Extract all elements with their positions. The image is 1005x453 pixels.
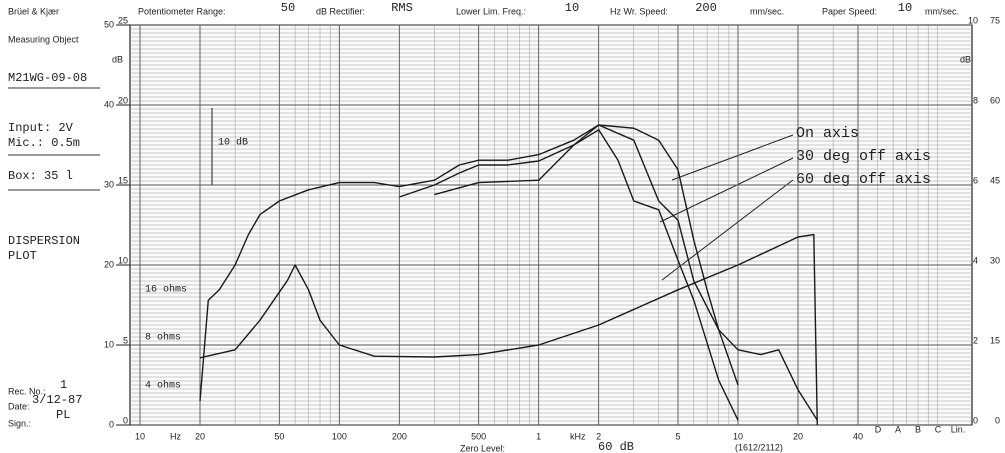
y2-tick-label: 25 xyxy=(118,15,128,25)
label: Date: xyxy=(8,401,30,411)
x-unit: Hz xyxy=(170,431,181,441)
right-tick-label: 15 xyxy=(990,335,1000,345)
series-line xyxy=(434,129,739,421)
weighting-label: D xyxy=(875,424,882,434)
y-tick-label: 0 xyxy=(109,419,114,429)
value: 60 dB xyxy=(598,440,634,453)
y-tick-label: 30 xyxy=(104,179,114,189)
value: 10 xyxy=(898,1,912,15)
annotation: 16 ohms xyxy=(145,284,187,296)
annotation: 8 ohms xyxy=(145,332,181,344)
weighting-label: C xyxy=(935,424,942,434)
legend-label: 30 deg off axis xyxy=(796,148,931,165)
y-unit: dB xyxy=(960,54,971,64)
value: PLOT xyxy=(8,249,37,263)
right-tick-label: 75 xyxy=(990,15,1000,25)
x-tick-label: 10 xyxy=(733,431,743,441)
x-tick-label: 1 xyxy=(536,431,541,441)
right-tick-label: 30 xyxy=(990,255,1000,265)
value: DISPERSION xyxy=(8,234,80,248)
right-tick-label: 10 xyxy=(968,15,978,25)
weighting-label: Lin. xyxy=(951,424,966,434)
brand: Brüel & Kjær xyxy=(8,6,59,16)
legend-arrow xyxy=(671,134,794,181)
value: Mic.: 0.5m xyxy=(8,136,80,150)
legend-arrow xyxy=(661,179,794,281)
x-tick-label: 200 xyxy=(392,431,407,441)
right-tick-label: 0 xyxy=(973,415,978,425)
legend-arrow xyxy=(659,157,794,223)
x-tick-label: 5 xyxy=(675,431,680,441)
header: Brüel & Kjær Potentiometer Range: 50 dB … xyxy=(8,1,959,16)
x-tick-label: 500 xyxy=(471,431,486,441)
label: Sign.: xyxy=(8,418,31,428)
x-tick-label: 10 xyxy=(135,431,145,441)
right-tick-label: 2 xyxy=(973,335,978,345)
weighting-label: A xyxy=(895,424,901,434)
right-tick-label: 60 xyxy=(990,95,1000,105)
y2-tick-label: 5 xyxy=(123,335,128,345)
label: Zero Level: xyxy=(460,443,505,453)
label: mm/sec. xyxy=(750,6,784,16)
y-unit: dB xyxy=(112,54,123,64)
right-tick-label: 4 xyxy=(973,255,978,265)
label: Rec. No.: xyxy=(8,386,46,396)
value: RMS xyxy=(391,1,413,15)
x-tick-label: 20 xyxy=(195,431,205,441)
label: Paper Speed: xyxy=(822,6,877,16)
value: M21WG-09-08 xyxy=(8,71,87,85)
value: Input: 2V xyxy=(8,121,74,135)
y-tick-label: 10 xyxy=(104,339,114,349)
label: Potentiometer Range: xyxy=(138,6,226,16)
right-tick-label: 6 xyxy=(973,175,978,185)
right-tick-label: 45 xyxy=(990,175,1000,185)
x-tick-label: 50 xyxy=(274,431,284,441)
series-line xyxy=(399,124,739,386)
y-tick-label: 20 xyxy=(104,259,114,269)
value: PL xyxy=(56,408,70,422)
label: dB Rectifier: xyxy=(316,6,365,16)
legend-label: 60 deg off axis xyxy=(796,171,931,188)
label: Hz Wr. Speed: xyxy=(610,6,668,16)
y2-tick-label: 0 xyxy=(123,415,128,425)
label: (1612/2112) xyxy=(735,442,783,452)
label: Lower Lim. Freq.: xyxy=(456,6,526,16)
right-tick-label: 0 xyxy=(995,415,1000,425)
value: Box: 35 l xyxy=(8,169,73,183)
series-line xyxy=(199,233,818,426)
annotation: 10 dB xyxy=(218,137,248,149)
right-tick-label: 8 xyxy=(973,95,978,105)
value: 1 xyxy=(60,378,67,392)
y-tick-label: 50 xyxy=(104,19,114,29)
value: 10 xyxy=(565,1,579,15)
legend-label: On axis xyxy=(796,125,859,142)
label: mm/sec. xyxy=(925,6,959,16)
value: 3/12-87 xyxy=(32,393,82,407)
label: Measuring Object xyxy=(8,34,79,44)
series-line xyxy=(199,124,818,421)
y-tick-label: 40 xyxy=(104,99,114,109)
weighting-label: B xyxy=(915,424,921,434)
y2-tick-label: 10 xyxy=(118,255,128,265)
value: 200 xyxy=(695,1,717,15)
y2-tick-label: 15 xyxy=(118,175,128,185)
x-tick-label: 2 xyxy=(596,431,601,441)
annotation: 4 ohms xyxy=(145,380,181,392)
side-panel: Measuring Object M21WG-09-08 Input: 2V M… xyxy=(8,34,100,428)
value: 50 xyxy=(281,1,295,15)
y2-tick-label: 20 xyxy=(118,95,128,105)
x-unit: kHz xyxy=(570,431,586,441)
minor-grid xyxy=(130,24,972,426)
x-tick-label: 40 xyxy=(853,431,863,441)
x-tick-label: 20 xyxy=(793,431,803,441)
x-tick-label: 100 xyxy=(332,431,347,441)
